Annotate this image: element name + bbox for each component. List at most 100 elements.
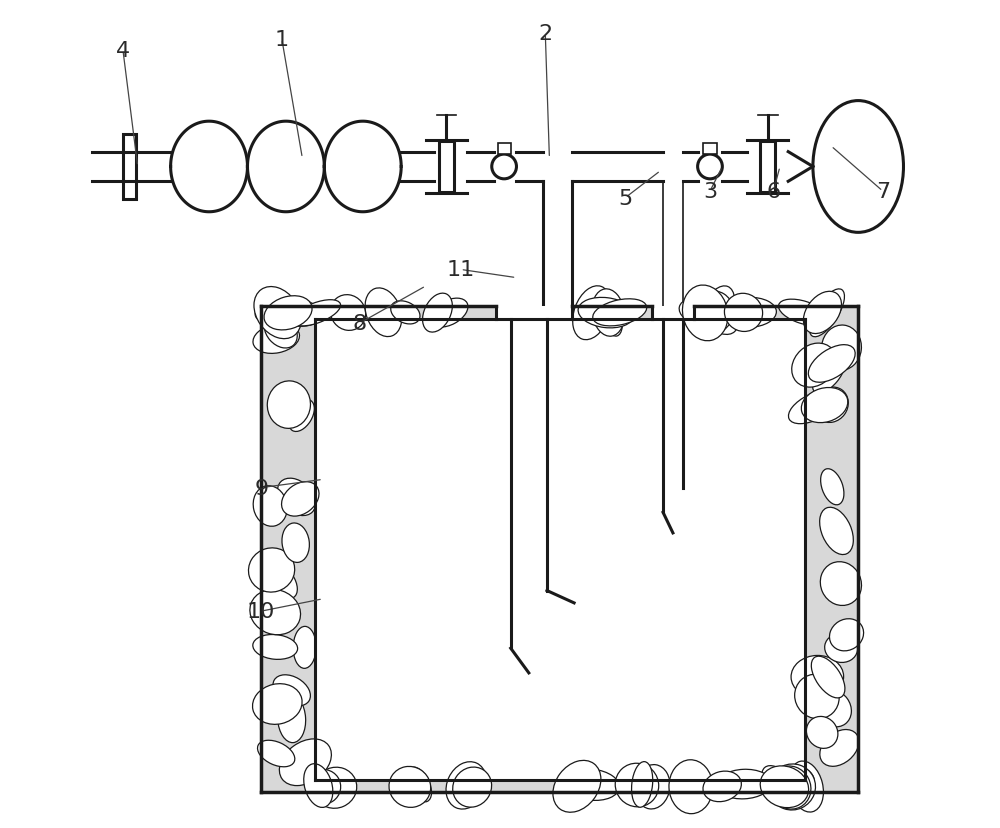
Ellipse shape xyxy=(578,298,634,329)
Ellipse shape xyxy=(430,299,468,328)
Ellipse shape xyxy=(801,388,848,423)
Ellipse shape xyxy=(792,344,836,388)
Ellipse shape xyxy=(282,523,309,563)
Bar xyxy=(496,307,572,320)
Ellipse shape xyxy=(789,761,823,812)
Ellipse shape xyxy=(829,619,864,651)
Bar xyxy=(652,307,694,320)
Ellipse shape xyxy=(593,300,647,326)
Ellipse shape xyxy=(632,762,653,807)
Text: 8: 8 xyxy=(353,314,367,334)
Ellipse shape xyxy=(253,325,299,354)
Ellipse shape xyxy=(253,684,302,724)
Text: 3: 3 xyxy=(703,182,717,202)
Ellipse shape xyxy=(825,634,858,662)
Ellipse shape xyxy=(453,768,492,807)
Ellipse shape xyxy=(722,298,776,328)
Ellipse shape xyxy=(691,291,733,335)
Ellipse shape xyxy=(588,301,635,326)
Ellipse shape xyxy=(669,760,713,814)
Ellipse shape xyxy=(407,767,432,802)
Ellipse shape xyxy=(278,479,316,516)
Ellipse shape xyxy=(770,766,811,809)
Ellipse shape xyxy=(250,590,301,635)
Text: 4: 4 xyxy=(116,41,130,60)
Ellipse shape xyxy=(304,763,333,807)
Ellipse shape xyxy=(264,296,312,330)
Ellipse shape xyxy=(699,286,735,340)
Ellipse shape xyxy=(809,290,844,337)
Ellipse shape xyxy=(269,565,297,599)
Ellipse shape xyxy=(273,675,310,706)
Text: 1: 1 xyxy=(275,30,289,50)
Ellipse shape xyxy=(820,562,862,606)
Ellipse shape xyxy=(760,766,809,807)
Ellipse shape xyxy=(795,674,839,719)
Ellipse shape xyxy=(314,768,357,808)
Ellipse shape xyxy=(365,288,402,337)
Ellipse shape xyxy=(779,300,827,326)
Ellipse shape xyxy=(766,767,814,803)
Ellipse shape xyxy=(293,627,316,668)
Ellipse shape xyxy=(553,760,601,812)
Bar xyxy=(760,142,775,193)
Ellipse shape xyxy=(254,287,301,339)
Ellipse shape xyxy=(573,286,611,340)
Ellipse shape xyxy=(816,690,851,727)
Ellipse shape xyxy=(791,656,844,698)
Ellipse shape xyxy=(803,292,842,335)
Bar xyxy=(703,143,717,155)
Ellipse shape xyxy=(253,486,287,527)
Text: 2: 2 xyxy=(538,24,552,44)
Ellipse shape xyxy=(820,729,859,767)
Ellipse shape xyxy=(267,382,310,429)
Bar xyxy=(315,320,805,780)
Bar xyxy=(261,307,858,792)
Ellipse shape xyxy=(599,291,622,337)
Bar xyxy=(439,142,454,193)
Ellipse shape xyxy=(253,635,298,660)
Ellipse shape xyxy=(592,290,624,337)
Ellipse shape xyxy=(679,298,730,328)
Ellipse shape xyxy=(330,296,366,331)
Ellipse shape xyxy=(449,772,486,798)
Ellipse shape xyxy=(391,301,420,325)
Text: 7: 7 xyxy=(876,182,890,202)
Bar xyxy=(498,143,511,155)
Ellipse shape xyxy=(822,325,861,371)
Ellipse shape xyxy=(564,769,619,801)
Ellipse shape xyxy=(635,765,670,809)
Ellipse shape xyxy=(716,769,771,799)
Ellipse shape xyxy=(615,763,659,806)
Ellipse shape xyxy=(808,345,855,383)
Ellipse shape xyxy=(278,695,306,743)
Ellipse shape xyxy=(255,302,297,325)
Ellipse shape xyxy=(694,291,738,335)
Ellipse shape xyxy=(282,482,319,517)
Text: 10: 10 xyxy=(247,601,275,621)
Ellipse shape xyxy=(821,469,844,505)
Ellipse shape xyxy=(289,400,314,432)
Ellipse shape xyxy=(769,764,815,810)
Ellipse shape xyxy=(682,286,728,341)
Ellipse shape xyxy=(806,716,838,749)
Ellipse shape xyxy=(306,769,341,804)
Bar xyxy=(123,135,136,200)
Ellipse shape xyxy=(279,739,331,786)
Ellipse shape xyxy=(814,388,848,423)
Ellipse shape xyxy=(423,294,452,333)
Ellipse shape xyxy=(264,315,297,349)
Ellipse shape xyxy=(811,657,845,698)
Text: 9: 9 xyxy=(254,478,268,498)
Text: 5: 5 xyxy=(618,189,632,209)
Ellipse shape xyxy=(258,740,295,767)
Text: 6: 6 xyxy=(766,182,780,202)
Ellipse shape xyxy=(762,766,796,802)
Ellipse shape xyxy=(703,771,741,802)
Ellipse shape xyxy=(389,767,431,807)
Ellipse shape xyxy=(820,508,853,555)
Ellipse shape xyxy=(273,299,321,327)
Ellipse shape xyxy=(293,301,341,326)
Ellipse shape xyxy=(248,548,295,592)
Text: 11: 11 xyxy=(446,260,475,280)
